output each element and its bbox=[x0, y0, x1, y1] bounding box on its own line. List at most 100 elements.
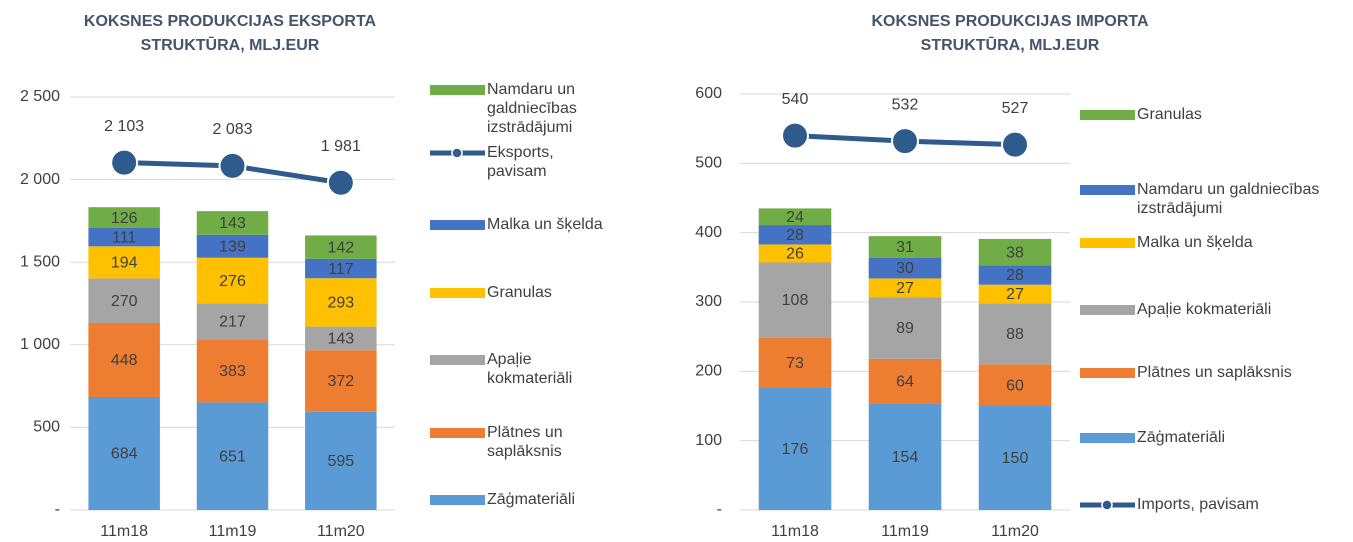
bar-segment bbox=[868, 236, 942, 258]
bar-segment bbox=[868, 257, 942, 279]
x-tick-label: 11m19 bbox=[209, 523, 257, 540]
legend-label: Granulas bbox=[487, 284, 552, 301]
legend-swatch bbox=[430, 355, 485, 365]
y-tick-label: 2 000 bbox=[20, 171, 60, 188]
data-label: 27 bbox=[896, 280, 914, 297]
legend-label: Imports, pavisam bbox=[1137, 496, 1259, 513]
legend-swatch bbox=[1080, 305, 1135, 315]
legend-swatch bbox=[1080, 110, 1135, 120]
bar-segment bbox=[305, 411, 377, 510]
legend-swatch bbox=[430, 288, 485, 298]
bar-segment bbox=[758, 208, 832, 226]
data-label: 372 bbox=[327, 373, 354, 390]
bar-segment bbox=[978, 238, 1052, 266]
data-label: 1 981 bbox=[321, 138, 361, 155]
data-label: 154 bbox=[892, 449, 919, 466]
bar-segment bbox=[758, 387, 832, 510]
x-tick-label: 11m20 bbox=[991, 523, 1039, 540]
legend-label: Malka un šķelda bbox=[487, 216, 603, 233]
bar-segment bbox=[88, 278, 160, 323]
y-tick-label: 300 bbox=[695, 293, 722, 310]
legend-swatch bbox=[1080, 185, 1135, 195]
bar-segment bbox=[978, 265, 1052, 285]
bar-segment bbox=[758, 244, 832, 263]
data-label: 108 bbox=[782, 292, 809, 309]
bar-segment bbox=[758, 225, 832, 245]
data-label: 383 bbox=[219, 363, 246, 380]
chart-title: KOKSNES PRODUKCIJAS IMPORTA STRUKTŪRA, M… bbox=[871, 13, 1149, 54]
x-tick-label: 11m18 bbox=[100, 523, 148, 540]
legend-swatch bbox=[430, 220, 485, 230]
data-label: 38 bbox=[1006, 244, 1024, 261]
bar-segment bbox=[758, 337, 832, 388]
line-marker bbox=[110, 148, 139, 177]
y-tick-label: - bbox=[55, 501, 60, 518]
data-label: 143 bbox=[327, 331, 354, 348]
legend-label: Malka un šķelda bbox=[1137, 234, 1253, 251]
bar-segment bbox=[868, 403, 942, 510]
line-marker bbox=[326, 168, 355, 197]
bar-segment bbox=[978, 364, 1052, 406]
data-label: 176 bbox=[782, 441, 809, 458]
data-label: 60 bbox=[1006, 377, 1024, 394]
x-tick-label: 11m19 bbox=[881, 523, 929, 540]
bar-segment bbox=[196, 234, 269, 258]
legend-swatch bbox=[430, 85, 485, 95]
legend-label: Granulas bbox=[1137, 106, 1202, 123]
bar-segment bbox=[868, 297, 942, 359]
data-label: 73 bbox=[786, 355, 804, 372]
data-label: 142 bbox=[327, 239, 354, 256]
bar-segment bbox=[305, 278, 377, 327]
y-tick-label: 2 500 bbox=[20, 88, 60, 105]
data-label: 527 bbox=[1002, 100, 1029, 117]
legend-label: Plātnes un saplāksnis bbox=[1137, 364, 1292, 381]
bar-segment bbox=[305, 235, 377, 259]
legend-label: Zāģmateriāli bbox=[487, 491, 576, 508]
legend-swatch bbox=[1080, 433, 1135, 443]
legend-label: Plātnes un saplāksnis bbox=[487, 424, 563, 460]
bar-segment bbox=[88, 322, 160, 398]
data-label: 684 bbox=[111, 446, 138, 463]
data-label: 540 bbox=[782, 91, 809, 108]
data-label: 26 bbox=[786, 246, 804, 263]
y-tick-label: 500 bbox=[33, 419, 60, 436]
line-marker bbox=[1001, 130, 1029, 159]
data-label: 595 bbox=[327, 453, 354, 470]
bar-segment bbox=[978, 303, 1052, 365]
legend-swatch bbox=[1080, 368, 1135, 378]
bar-segment bbox=[868, 278, 942, 298]
bar-segment bbox=[88, 228, 160, 247]
bar-segment bbox=[978, 406, 1052, 510]
data-label: 2 103 bbox=[104, 118, 144, 135]
y-tick-label: 500 bbox=[695, 155, 722, 172]
y-tick-label: 400 bbox=[695, 224, 722, 241]
data-label: 448 bbox=[111, 352, 138, 369]
line-marker bbox=[781, 121, 809, 150]
data-label: 651 bbox=[219, 448, 246, 465]
bar-segment bbox=[868, 358, 942, 404]
legend-label: Eksports, pavisam bbox=[487, 144, 554, 180]
bar-segment bbox=[758, 262, 832, 338]
y-tick-label: 100 bbox=[695, 432, 722, 449]
data-label: 293 bbox=[327, 295, 354, 312]
data-label: 28 bbox=[786, 227, 804, 244]
bar-segment bbox=[196, 339, 269, 403]
legend-label: Apaļie kokmateriāli bbox=[1137, 301, 1272, 318]
bar-segment bbox=[88, 246, 160, 279]
bar-segment bbox=[196, 402, 269, 510]
bar-segment bbox=[305, 258, 377, 279]
legend-swatch bbox=[430, 495, 485, 505]
data-label: 28 bbox=[1006, 267, 1024, 284]
legend-swatch-marker bbox=[1101, 499, 1113, 511]
data-label: 111 bbox=[112, 229, 136, 246]
data-label: 150 bbox=[1002, 450, 1029, 467]
line-marker bbox=[891, 127, 919, 156]
data-label: 30 bbox=[896, 260, 914, 277]
bar-segment bbox=[196, 257, 269, 304]
data-label: 2 083 bbox=[212, 121, 252, 138]
data-label: 143 bbox=[219, 215, 246, 232]
bar-segment bbox=[305, 326, 377, 351]
y-tick-label: 600 bbox=[695, 85, 722, 102]
